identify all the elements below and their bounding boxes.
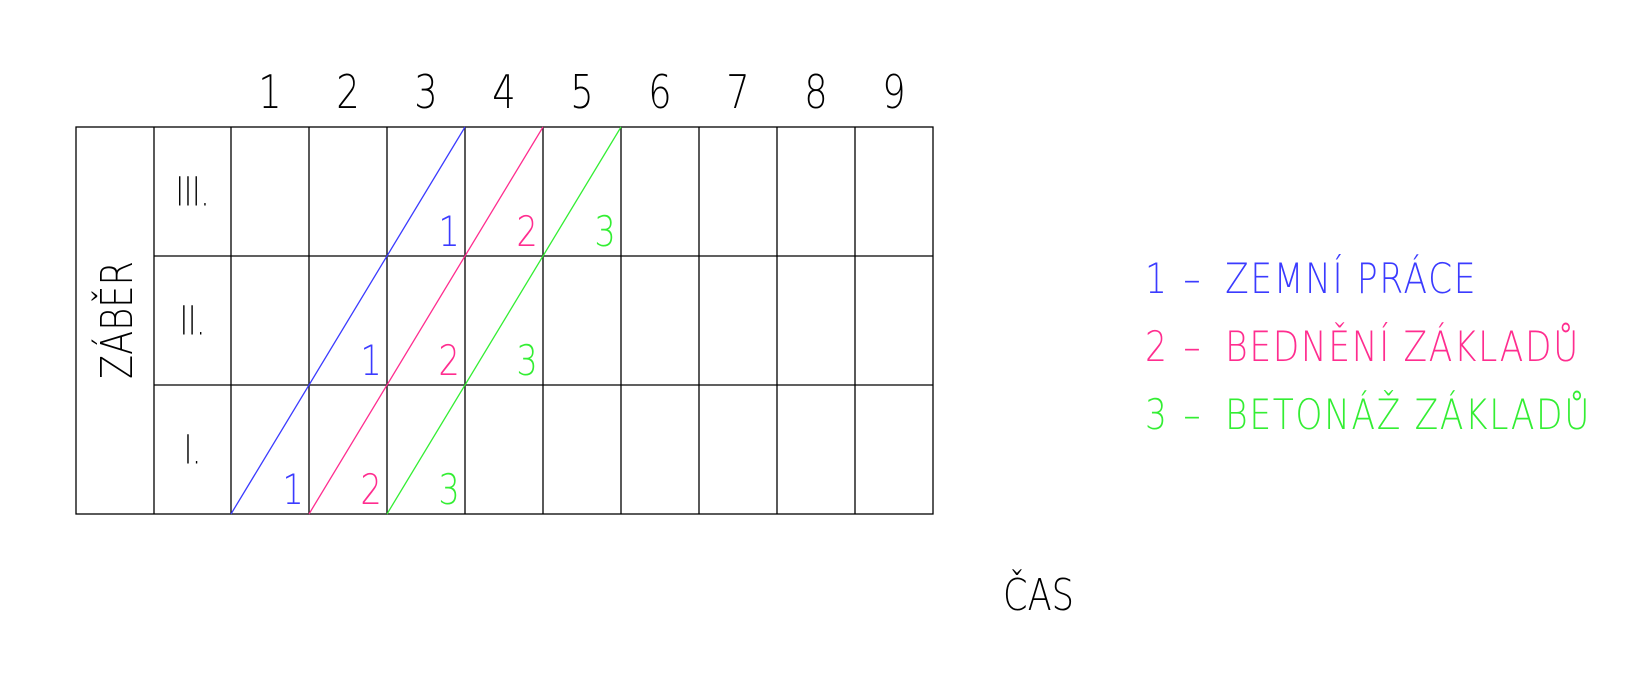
- legend-dash: –: [1183, 254, 1203, 303]
- legend-dash: –: [1183, 390, 1203, 439]
- y-axis-label: ZÁBĚR: [91, 261, 143, 379]
- grid-border: [75, 126, 934, 515]
- activity-line-2: [308, 126, 544, 515]
- column-header: 6: [648, 65, 671, 119]
- legend-number: 2: [1145, 322, 1169, 371]
- activity-line-1: [230, 126, 466, 515]
- activity-number-2: 2: [438, 336, 459, 385]
- x-axis-label: ČAS: [1003, 569, 1074, 621]
- legend-item-2: 2– BEDNĚNÍ ZÁKLADŮ: [1145, 313, 1591, 381]
- column-header: 8: [804, 65, 827, 119]
- activity-number-3: 3: [438, 465, 459, 514]
- legend-dash: –: [1183, 322, 1203, 371]
- legend-number: 3: [1145, 390, 1169, 439]
- legend-number: 1: [1145, 254, 1169, 303]
- activity-line-3: [386, 126, 622, 515]
- diagram-labels: ZÁBĚR ČAS 1 2 3 4 5 6 7 8 9 III. II. I. 1 1 1 2 2 2 3 3 3: [91, 65, 1074, 621]
- column-header: 7: [726, 65, 749, 119]
- legend: 1– ZEMNÍ PRÁCE 2– BEDNĚNÍ ZÁKLADŮ 3– BETONÁ…: [1145, 245, 1591, 449]
- activity-number-1: 1: [282, 465, 303, 514]
- column-header: 5: [570, 65, 593, 119]
- activity-number-3: 3: [594, 207, 615, 256]
- schedule-grid: [75, 126, 934, 515]
- column-header: 2: [336, 65, 359, 119]
- activity-number-1: 1: [438, 207, 459, 256]
- column-header: 1: [258, 65, 281, 119]
- legend-text: ZEMNÍ PRÁCE: [1225, 254, 1478, 303]
- activity-number-2: 2: [516, 207, 537, 256]
- column-header: 3: [414, 65, 437, 119]
- legend-item-1: 1– ZEMNÍ PRÁCE: [1145, 245, 1591, 313]
- activity-number-3: 3: [516, 336, 537, 385]
- legend-text: BETONÁŽ ZÁKLADŮ: [1225, 390, 1592, 439]
- column-header: 4: [492, 65, 515, 119]
- column-header: 9: [882, 65, 905, 119]
- row-header: I.: [184, 428, 201, 474]
- activity-number-2: 2: [360, 465, 381, 514]
- legend-text: BEDNĚNÍ ZÁKLADŮ: [1225, 322, 1580, 371]
- activity-lines: [230, 126, 622, 515]
- row-header: III.: [176, 170, 210, 216]
- legend-item-3: 3– BETONÁŽ ZÁKLADŮ: [1145, 381, 1591, 449]
- row-header: II.: [180, 299, 205, 345]
- activity-number-1: 1: [360, 336, 381, 385]
